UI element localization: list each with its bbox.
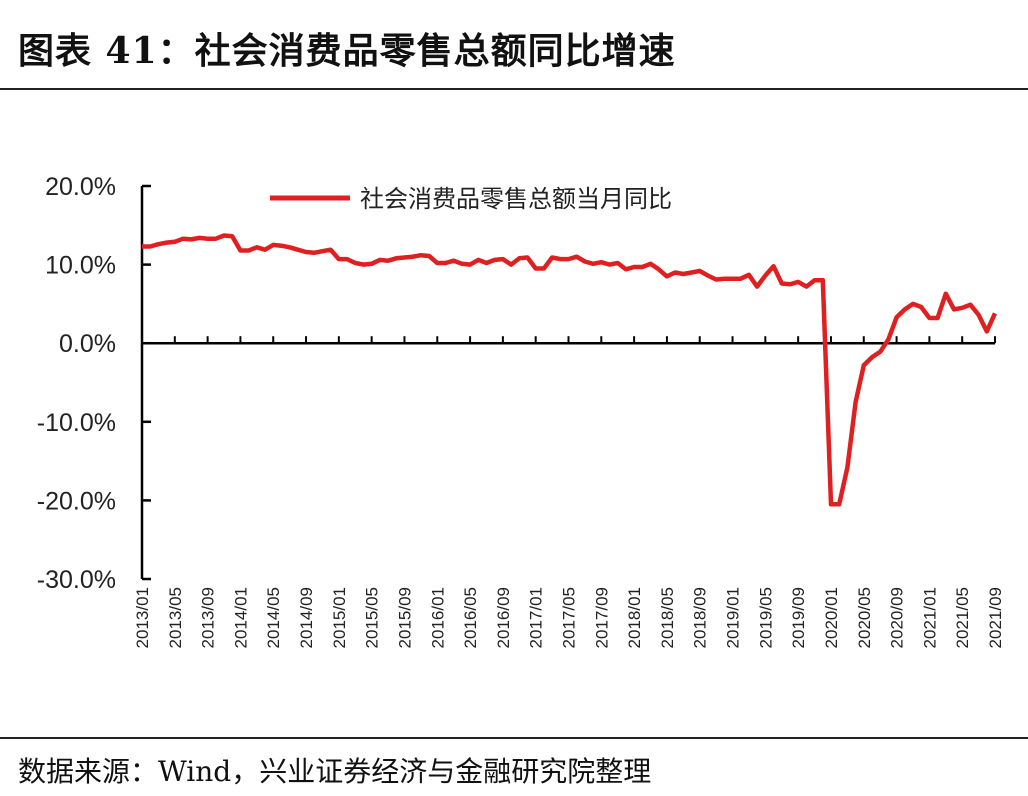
x-tick-labels: 2013/01 2013/05 2013/09 2014/01 2014/05 2014/… [133, 587, 1005, 648]
title-divider [0, 88, 1028, 90]
y-tick-label: 10.0% [45, 252, 116, 280]
x-tick-label: 2016/05 [461, 587, 480, 648]
x-tick-label: 2013/05 [166, 587, 185, 648]
x-tick-label: 2014/05 [264, 587, 283, 648]
x-tick-label: 2016/09 [494, 587, 513, 648]
x-tick-label: 2017/01 [527, 587, 546, 648]
x-tick-label: 2015/09 [395, 587, 414, 648]
y-tick-label: -30.0% [37, 566, 116, 594]
chart-title: 图表 41：社会消费品零售总额同比增速 [18, 30, 676, 72]
axes [140, 184, 996, 581]
legend-label: 社会消费品零售总额当月同比 [360, 185, 672, 213]
x-tick-label: 2019/09 [789, 587, 808, 648]
x-tick-label: 2015/01 [330, 587, 349, 648]
x-tick-label: 2016/01 [428, 587, 447, 648]
x-tick-label: 2018/09 [691, 587, 710, 648]
source-note: 数据来源：Wind，兴业证券经济与金融研究院整理 [18, 755, 652, 788]
y-tick-label: -10.0% [37, 409, 116, 437]
x-tick-label: 2021/05 [953, 587, 972, 648]
series-line-retail-sales-yoy [142, 233, 998, 507]
x-tick-label: 2018/05 [658, 587, 677, 648]
y-tick-labels: 20.0% 10.0% 0.0% -10.0% -20.0% -30.0% [37, 173, 116, 594]
x-tick-label: 2014/01 [231, 587, 250, 648]
x-tick-label: 2020/09 [888, 587, 907, 648]
x-tick-label: 2017/05 [560, 587, 579, 648]
x-tick-label: 2020/01 [822, 587, 841, 648]
source-divider [0, 737, 1028, 739]
x-tick-label: 2019/05 [756, 587, 775, 648]
x-tick-label: 2013/09 [199, 587, 218, 648]
x-tick-label: 2021/09 [986, 587, 1005, 648]
x-tick-label: 2018/01 [625, 587, 644, 648]
x-tick-label: 2019/01 [724, 587, 743, 648]
x-tick-label: 2017/09 [592, 587, 611, 648]
y-tick-label: -20.0% [37, 487, 116, 515]
legend: 社会消费品零售总额当月同比 [270, 185, 672, 213]
x-tick-label: 2014/09 [297, 587, 316, 648]
x-tick-label: 2015/05 [363, 587, 382, 648]
x-tick-label: 2013/01 [133, 587, 152, 648]
y-tick-label: 20.0% [45, 173, 116, 201]
x-tick-label: 2020/05 [855, 587, 874, 648]
x-tick-label: 2021/01 [920, 587, 939, 648]
y-tick-label: 0.0% [59, 330, 116, 358]
